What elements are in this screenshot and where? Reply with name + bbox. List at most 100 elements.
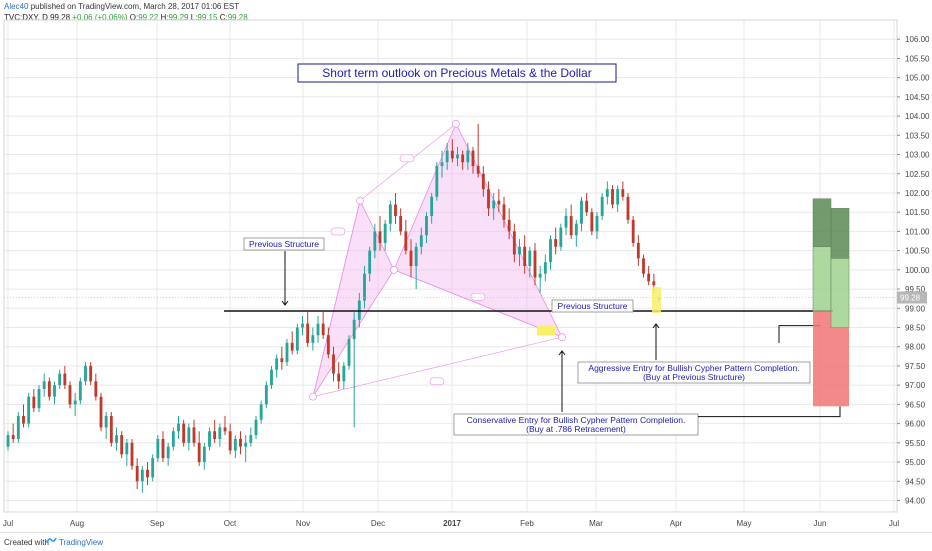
candle-body (223, 427, 227, 432)
y-tick-label: 104.00 (905, 112, 930, 121)
candle-body (202, 446, 206, 463)
candle-body (543, 262, 547, 274)
x-tick-label: Jul (3, 519, 13, 528)
pattern-ratio-badge (429, 377, 445, 386)
candle-body (218, 427, 222, 439)
tradingview-logo-icon (46, 537, 57, 544)
open-label: O: (129, 13, 139, 22)
candle-body (368, 250, 372, 274)
candle-body (94, 381, 98, 397)
candle-body (435, 166, 439, 197)
candle-body (22, 415, 25, 424)
candle-body (290, 342, 294, 351)
candle-body (507, 219, 511, 232)
candle-body (197, 442, 201, 463)
candle-body (6, 435, 10, 447)
y-tick-label: 104.50 (905, 93, 930, 102)
change-value: +0.06 (+0.06%) (72, 13, 128, 22)
close-value: 99.28 (227, 13, 248, 22)
candle-body (585, 200, 589, 213)
candle-body (569, 216, 573, 236)
candle-body (626, 196, 630, 220)
chart-title: Short term outlook on Precious Metals & … (322, 66, 591, 80)
last-price-box (897, 291, 927, 304)
pattern-leg (312, 200, 361, 397)
chart-header: Alec40 published on TradingView.com, Mar… (4, 2, 248, 22)
candle-body (306, 323, 310, 343)
candle-body (631, 219, 635, 243)
candle-body (337, 373, 341, 382)
candle-body (135, 465, 139, 482)
candle-body (166, 446, 170, 459)
candle-body (342, 365, 346, 382)
tradingview-brand-link[interactable]: TradingView (59, 538, 104, 547)
candle-body (605, 189, 609, 197)
x-tick-label: Oct (224, 519, 237, 528)
candle-body (456, 154, 459, 159)
candle-body (497, 200, 501, 205)
candle-body (518, 246, 521, 255)
pattern-leg (359, 123, 457, 201)
candle-body (42, 381, 46, 389)
x-tick-label: May (736, 519, 751, 528)
x-tick-label: Dec (371, 519, 385, 528)
footer: Created with TradingView (0, 532, 932, 551)
candle-body (11, 435, 15, 439)
y-tick-label: 101.00 (905, 227, 930, 236)
candle-body (63, 373, 67, 386)
candle-body (259, 404, 263, 420)
candle-body (301, 323, 304, 328)
candle-body (564, 216, 568, 228)
x-tick-label: 2017 (443, 519, 461, 528)
candle-body (611, 189, 614, 205)
prev-structure-arrow-head (281, 300, 289, 306)
candle-body (580, 200, 583, 224)
y-tick-label: 96.50 (905, 400, 926, 409)
candle-body (285, 342, 289, 363)
published-text: published on TradingView.com, March 28, … (30, 2, 240, 11)
previous-structure-label: Previous Structure (249, 239, 319, 249)
candle-body (244, 442, 248, 447)
previous-structure-label-right: Previous Structure (558, 301, 628, 311)
aggressive-target2-box (812, 198, 832, 248)
candle-body (192, 427, 196, 443)
y-tick-label: 98.00 (905, 343, 926, 352)
last-price-label: 99.28 (900, 294, 921, 303)
pattern-point-marker (558, 333, 566, 341)
conservative-entry-highlight (537, 325, 555, 336)
candle-body (89, 365, 93, 382)
x-tick-label: Jun (814, 519, 827, 528)
close-label: C: (219, 13, 228, 22)
high-label: H: (160, 13, 169, 22)
candle-body (316, 323, 320, 336)
author-link[interactable]: Alec40 (4, 2, 29, 11)
y-tick-label: 100.00 (905, 266, 930, 275)
conservative-entry-arrow-head (558, 350, 566, 356)
candle-body (130, 442, 134, 466)
y-tick-label: 106.00 (905, 35, 930, 44)
x-tick-label: Feb (520, 519, 534, 528)
candle-body (161, 438, 165, 459)
y-tick-label: 95.50 (905, 439, 926, 448)
candle-body (47, 381, 51, 397)
pattern-point-marker (452, 119, 460, 128)
conservative-target1-box (830, 258, 850, 328)
pattern-leg (393, 269, 563, 338)
price-chart[interactable]: 94.00 94.50 95.00 95.50 96.00 96.50 97.00 97.50… (0, 0, 932, 532)
candle-body (461, 154, 465, 163)
candle-body (156, 438, 160, 459)
candle-body (409, 250, 413, 266)
y-tick-label: 96.00 (905, 420, 926, 429)
candle-body (249, 435, 253, 443)
candle-body (228, 431, 232, 451)
candle-body (559, 227, 563, 247)
candle-body (68, 385, 72, 405)
pattern-point-marker (309, 392, 317, 401)
candle-body (445, 150, 449, 163)
aggressive-target1-box (812, 246, 832, 312)
candle-body (652, 281, 656, 286)
candle-body (213, 431, 217, 439)
symbol-label[interactable]: TVC:DXY, D (4, 13, 48, 22)
candle-body (146, 469, 149, 478)
candle-body (574, 223, 578, 236)
